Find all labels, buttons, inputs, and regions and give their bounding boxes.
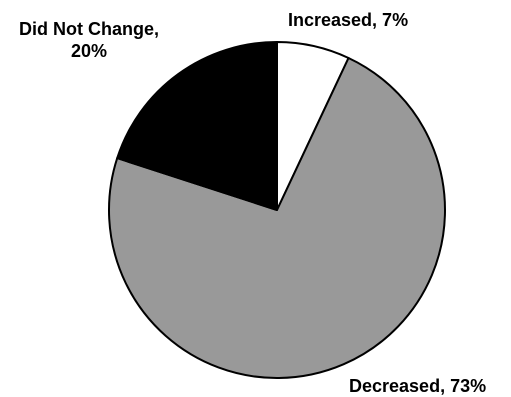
data-label-did-not-change: Did Not Change, 20%	[4, 18, 174, 62]
data-label-increased: Increased, 7%	[288, 10, 409, 30]
data-label-did-not-change-line2: 20%	[70, 41, 108, 61]
data-label-decreased: Decreased, 73%	[349, 376, 487, 396]
data-label-did-not-change-line1: Did Not Change,	[19, 19, 159, 39]
pie-slice-did-not-change	[116, 41, 278, 211]
pie-slice-decreased	[108, 56, 446, 379]
